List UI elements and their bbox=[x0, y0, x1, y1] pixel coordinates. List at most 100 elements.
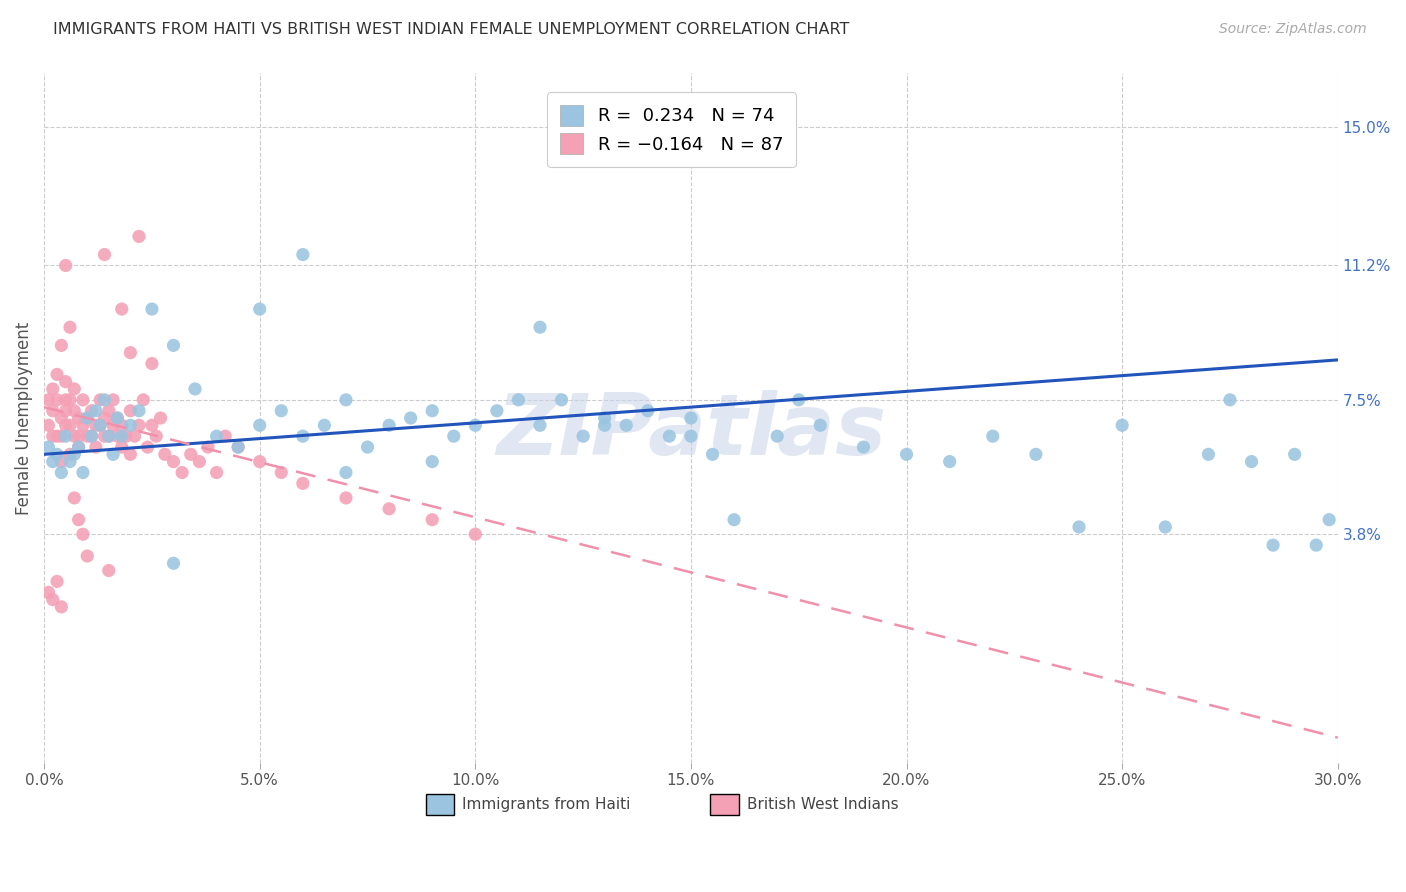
Point bbox=[1219, 392, 1241, 407]
Point bbox=[97, 564, 120, 578]
Point bbox=[314, 418, 336, 433]
Point bbox=[111, 418, 134, 433]
Point bbox=[107, 429, 129, 443]
Point bbox=[172, 466, 194, 480]
Point bbox=[55, 375, 77, 389]
Point bbox=[46, 368, 69, 382]
Point bbox=[84, 418, 107, 433]
Point bbox=[593, 418, 616, 433]
FancyBboxPatch shape bbox=[710, 794, 738, 814]
Point bbox=[93, 411, 115, 425]
Point bbox=[42, 454, 65, 468]
Point bbox=[42, 592, 65, 607]
Point bbox=[249, 454, 271, 468]
Point bbox=[55, 392, 77, 407]
Point bbox=[249, 418, 271, 433]
Point bbox=[55, 418, 77, 433]
Point bbox=[464, 418, 486, 433]
Point bbox=[76, 429, 98, 443]
Point bbox=[1317, 513, 1340, 527]
Point bbox=[93, 429, 115, 443]
Text: Immigrants from Haiti: Immigrants from Haiti bbox=[463, 797, 630, 812]
Point bbox=[51, 599, 73, 614]
Point bbox=[335, 491, 357, 505]
Point bbox=[59, 320, 82, 334]
Point bbox=[76, 411, 98, 425]
Point bbox=[162, 556, 184, 570]
Point bbox=[51, 338, 73, 352]
Point bbox=[42, 429, 65, 443]
Point bbox=[111, 440, 134, 454]
Point bbox=[702, 447, 724, 461]
Point bbox=[46, 574, 69, 589]
Point bbox=[51, 466, 73, 480]
Point bbox=[84, 440, 107, 454]
Point bbox=[896, 447, 918, 461]
Point bbox=[101, 418, 124, 433]
Point bbox=[120, 403, 142, 417]
Point bbox=[115, 429, 138, 443]
Text: ZIPatlas: ZIPatlas bbox=[496, 391, 886, 474]
Point bbox=[46, 447, 69, 461]
Y-axis label: Female Unemployment: Female Unemployment bbox=[15, 321, 32, 515]
Point bbox=[149, 411, 172, 425]
Point bbox=[97, 429, 120, 443]
Point bbox=[141, 418, 163, 433]
Point bbox=[180, 447, 202, 461]
Point bbox=[723, 513, 745, 527]
Point bbox=[852, 440, 875, 454]
Point bbox=[550, 392, 572, 407]
Point bbox=[63, 491, 86, 505]
Legend: R =  0.234   N = 74, R = −0.164   N = 87: R = 0.234 N = 74, R = −0.164 N = 87 bbox=[547, 93, 796, 167]
Point bbox=[335, 392, 357, 407]
Point bbox=[378, 418, 401, 433]
Point bbox=[214, 429, 236, 443]
Point bbox=[107, 411, 129, 425]
Point bbox=[249, 301, 271, 316]
Point bbox=[1240, 454, 1263, 468]
Point bbox=[89, 418, 111, 433]
Point bbox=[1067, 520, 1090, 534]
Point bbox=[51, 454, 73, 468]
Point bbox=[97, 403, 120, 417]
Point bbox=[270, 466, 292, 480]
Point bbox=[205, 466, 228, 480]
Point bbox=[63, 403, 86, 417]
Point bbox=[226, 440, 249, 454]
Point bbox=[637, 403, 659, 417]
Point bbox=[42, 382, 65, 396]
Point bbox=[59, 454, 82, 468]
Point bbox=[67, 429, 90, 443]
Point bbox=[529, 418, 551, 433]
Point bbox=[72, 392, 94, 407]
Point bbox=[335, 466, 357, 480]
Point bbox=[981, 429, 1004, 443]
Point bbox=[80, 403, 103, 417]
Point bbox=[37, 392, 59, 407]
Point bbox=[89, 418, 111, 433]
Point bbox=[378, 501, 401, 516]
Point bbox=[84, 403, 107, 417]
Point bbox=[120, 345, 142, 359]
Point bbox=[399, 411, 422, 425]
Point bbox=[132, 392, 155, 407]
Point bbox=[128, 229, 150, 244]
Point bbox=[101, 392, 124, 407]
Point bbox=[136, 440, 159, 454]
Point bbox=[37, 440, 59, 454]
Point bbox=[188, 454, 211, 468]
Point bbox=[67, 513, 90, 527]
Point bbox=[464, 527, 486, 541]
Point bbox=[226, 440, 249, 454]
Point bbox=[291, 247, 314, 261]
Point bbox=[1025, 447, 1047, 461]
Point bbox=[443, 429, 465, 443]
Point bbox=[145, 429, 167, 443]
Point bbox=[37, 585, 59, 599]
Point bbox=[420, 454, 443, 468]
Point bbox=[97, 429, 120, 443]
Point bbox=[197, 440, 219, 454]
Point bbox=[55, 403, 77, 417]
Point bbox=[59, 447, 82, 461]
Point bbox=[63, 382, 86, 396]
